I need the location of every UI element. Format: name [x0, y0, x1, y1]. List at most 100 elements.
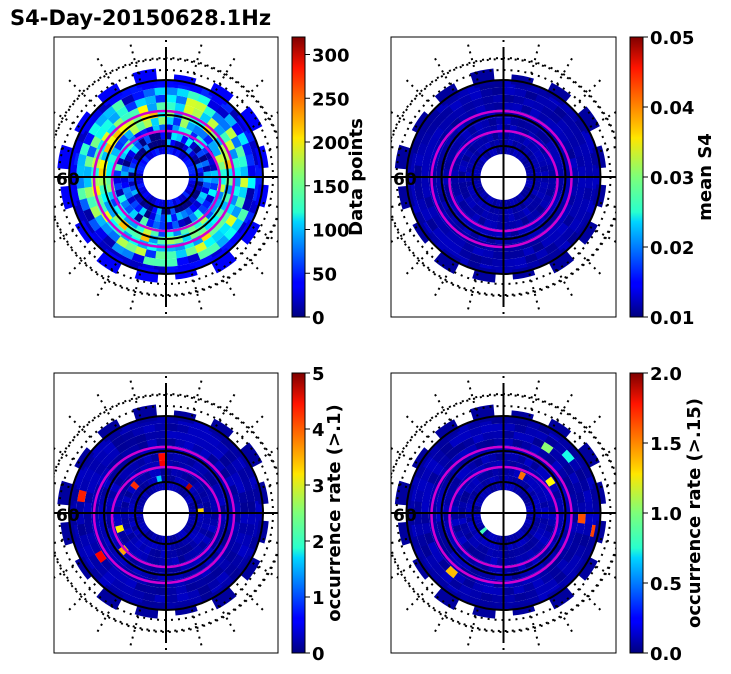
heatmap-cell — [157, 199, 163, 208]
heatmap-cell — [130, 144, 140, 154]
heatmap-cell — [520, 104, 533, 115]
heatmap-cell — [503, 467, 510, 476]
heatmap-cell — [467, 535, 477, 545]
heatmap-cell — [184, 246, 198, 257]
heatmap-cell — [154, 213, 162, 222]
heatmap-cell — [475, 497, 484, 505]
heatmap-cell — [200, 186, 210, 195]
heatmap-cell — [544, 435, 559, 449]
heatmap-cell — [102, 570, 116, 585]
heatmap-cell — [540, 171, 549, 178]
heatmap-cell — [122, 186, 132, 195]
heatmap-cell — [517, 152, 526, 161]
heatmap-cell — [489, 220, 498, 230]
heatmap-cell — [484, 531, 492, 540]
heatmap-cell — [166, 453, 175, 461]
heatmap-cell — [473, 457, 484, 468]
heatmap-cell — [210, 177, 219, 185]
heatmap-cell — [154, 198, 161, 207]
heatmap-cell — [170, 549, 178, 558]
heatmap-cell — [147, 195, 155, 204]
heatmap-cell — [199, 590, 215, 603]
heatmap-cell — [529, 443, 542, 455]
heatmap-cell — [533, 531, 543, 541]
heatmap-cell — [498, 475, 504, 483]
heatmap-cell — [165, 214, 172, 223]
heatmap-cell — [499, 199, 504, 208]
heatmap-cell — [413, 128, 427, 143]
heatmap-cell — [579, 142, 591, 157]
heatmap-cell — [444, 459, 457, 472]
colorbar-label: Data points — [346, 118, 367, 236]
heatmap-cell — [205, 530, 215, 540]
heatmap-cell — [200, 522, 210, 531]
heatmap-cell — [539, 199, 550, 210]
heatmap-cell — [195, 195, 206, 205]
heatmap-cell — [479, 256, 493, 266]
heatmap-cell — [427, 205, 439, 219]
heatmap-cell — [128, 512, 136, 518]
heatmap-cell — [432, 226, 446, 241]
heatmap-cell — [503, 543, 509, 551]
heatmap-cell — [165, 543, 171, 551]
heatmap-cell — [508, 549, 516, 558]
heatmap-cell — [247, 177, 256, 190]
heatmap-cell — [538, 186, 548, 195]
heatmap-cell — [194, 437, 208, 449]
heatmap-cell — [531, 241, 545, 254]
heatmap-cell — [174, 532, 182, 542]
heatmap-cell — [206, 578, 221, 591]
heatmap-cell — [120, 247, 135, 260]
heatmap-cell — [542, 194, 553, 204]
heatmap-cell — [117, 87, 133, 100]
heatmap-cell — [175, 585, 188, 595]
heatmap-cell — [512, 249, 525, 259]
heatmap-cell — [121, 517, 130, 525]
heatmap-cell — [522, 97, 536, 109]
heatmap-cell — [458, 583, 473, 596]
heatmap-cell — [196, 508, 204, 514]
heatmap-cell — [471, 141, 481, 151]
heatmap-cell — [579, 198, 591, 212]
heatmap-cell — [483, 554, 492, 564]
heatmap-cell — [160, 207, 166, 215]
heatmap-cell — [497, 467, 504, 476]
heatmap-cell — [183, 552, 193, 562]
heatmap-cell — [106, 459, 119, 472]
heatmap-cell — [138, 542, 148, 553]
heatmap-cell — [107, 135, 119, 147]
heatmap-cell — [133, 548, 144, 559]
heatmap-cell — [128, 507, 136, 513]
heatmap-cell — [545, 524, 555, 534]
heatmap-cell — [107, 206, 119, 219]
heatmap-cell — [142, 424, 156, 434]
heatmap-cell — [513, 547, 521, 557]
heatmap-cell — [192, 481, 202, 491]
heatmap-cell — [219, 546, 231, 559]
heatmap-cell — [525, 169, 534, 175]
heatmap-cell — [582, 523, 593, 537]
heatmap-cell — [137, 185, 147, 193]
colorbar-tick-label: 100 — [312, 221, 350, 242]
heatmap-cell — [144, 431, 157, 441]
heatmap-cell — [207, 476, 219, 487]
heatmap-cell — [472, 433, 485, 444]
heatmap-cell — [124, 241, 138, 253]
heatmap-cell — [195, 485, 206, 495]
heatmap-cell — [84, 491, 94, 504]
heatmap-cell — [574, 106, 600, 134]
heatmap-cell — [479, 155, 488, 163]
heatmap-cell — [154, 549, 162, 558]
heatmap-cell — [188, 169, 197, 175]
heatmap-cell — [526, 177, 534, 182]
colorbar-tick-label: 50 — [312, 264, 337, 285]
heatmap-cell — [166, 475, 172, 483]
heatmap-cell — [432, 113, 446, 127]
heatmap-cell — [152, 556, 161, 566]
heatmap-cell — [198, 191, 208, 200]
heatmap-cell — [161, 535, 166, 544]
heatmap-cell — [115, 524, 125, 534]
heatmap-cell — [450, 505, 459, 513]
heatmap-cell — [122, 495, 132, 504]
heatmap-cell — [538, 159, 548, 168]
